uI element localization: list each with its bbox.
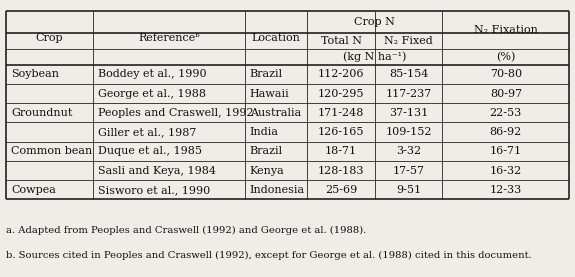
Text: a. Adapted from Peoples and Craswell (1992) and George et al. (1988).: a. Adapted from Peoples and Craswell (19… <box>6 226 366 235</box>
Text: 126-165: 126-165 <box>318 127 365 137</box>
Text: Sasli and Keya, 1984: Sasli and Keya, 1984 <box>98 166 216 176</box>
Text: 117-237: 117-237 <box>385 89 432 99</box>
Text: 17-57: 17-57 <box>393 166 425 176</box>
Text: 70-80: 70-80 <box>490 69 522 79</box>
Text: India: India <box>250 127 279 137</box>
Text: Brazil: Brazil <box>250 146 283 156</box>
Text: Peoples and Craswell, 1992: Peoples and Craswell, 1992 <box>98 108 253 118</box>
Text: 109-152: 109-152 <box>385 127 432 137</box>
Text: 80-97: 80-97 <box>490 89 522 99</box>
Text: Referenceᵇ: Referenceᵇ <box>139 33 200 43</box>
Text: Sisworo et al., 1990: Sisworo et al., 1990 <box>98 185 210 195</box>
Text: George et al., 1988: George et al., 1988 <box>98 89 206 99</box>
Text: Cowpea: Cowpea <box>12 185 56 195</box>
Text: Common bean: Common bean <box>12 146 93 156</box>
Text: Brazil: Brazil <box>250 69 283 79</box>
Text: N₂ Fixed: N₂ Fixed <box>384 36 433 46</box>
Text: Crop N: Crop N <box>354 17 395 27</box>
Text: 86-92: 86-92 <box>490 127 522 137</box>
Text: 3-32: 3-32 <box>396 146 421 156</box>
Text: 16-32: 16-32 <box>490 166 522 176</box>
Text: Australia: Australia <box>250 108 301 118</box>
Text: (%): (%) <box>496 52 516 62</box>
Text: 12-33: 12-33 <box>490 185 522 195</box>
Text: 128-183: 128-183 <box>318 166 365 176</box>
Text: Indonesia: Indonesia <box>250 185 305 195</box>
Text: 37-131: 37-131 <box>389 108 428 118</box>
Text: Crop: Crop <box>36 33 63 43</box>
Text: (kg N ha⁻¹): (kg N ha⁻¹) <box>343 52 407 62</box>
Text: Kenya: Kenya <box>250 166 285 176</box>
Text: 18-71: 18-71 <box>325 146 357 156</box>
Text: 25-69: 25-69 <box>325 185 357 195</box>
Text: b. Sources cited in Peoples and Craswell (1992), except for George et al. (1988): b. Sources cited in Peoples and Craswell… <box>6 251 531 260</box>
Text: 120-295: 120-295 <box>318 89 365 99</box>
Text: 85-154: 85-154 <box>389 69 428 79</box>
Text: Hawaii: Hawaii <box>250 89 289 99</box>
Text: 16-71: 16-71 <box>490 146 522 156</box>
Text: Boddey et al., 1990: Boddey et al., 1990 <box>98 69 206 79</box>
Text: Soybean: Soybean <box>12 69 59 79</box>
Text: Total N: Total N <box>320 36 362 46</box>
Text: Location: Location <box>252 33 301 43</box>
Text: 22-53: 22-53 <box>490 108 522 118</box>
Text: Giller et al., 1987: Giller et al., 1987 <box>98 127 196 137</box>
Text: 171-248: 171-248 <box>318 108 364 118</box>
Text: N₂ Fixation: N₂ Fixation <box>474 25 538 35</box>
Text: 9-51: 9-51 <box>396 185 421 195</box>
Text: Groundnut: Groundnut <box>12 108 73 118</box>
Text: 112-206: 112-206 <box>318 69 365 79</box>
Text: Duque et al., 1985: Duque et al., 1985 <box>98 146 202 156</box>
